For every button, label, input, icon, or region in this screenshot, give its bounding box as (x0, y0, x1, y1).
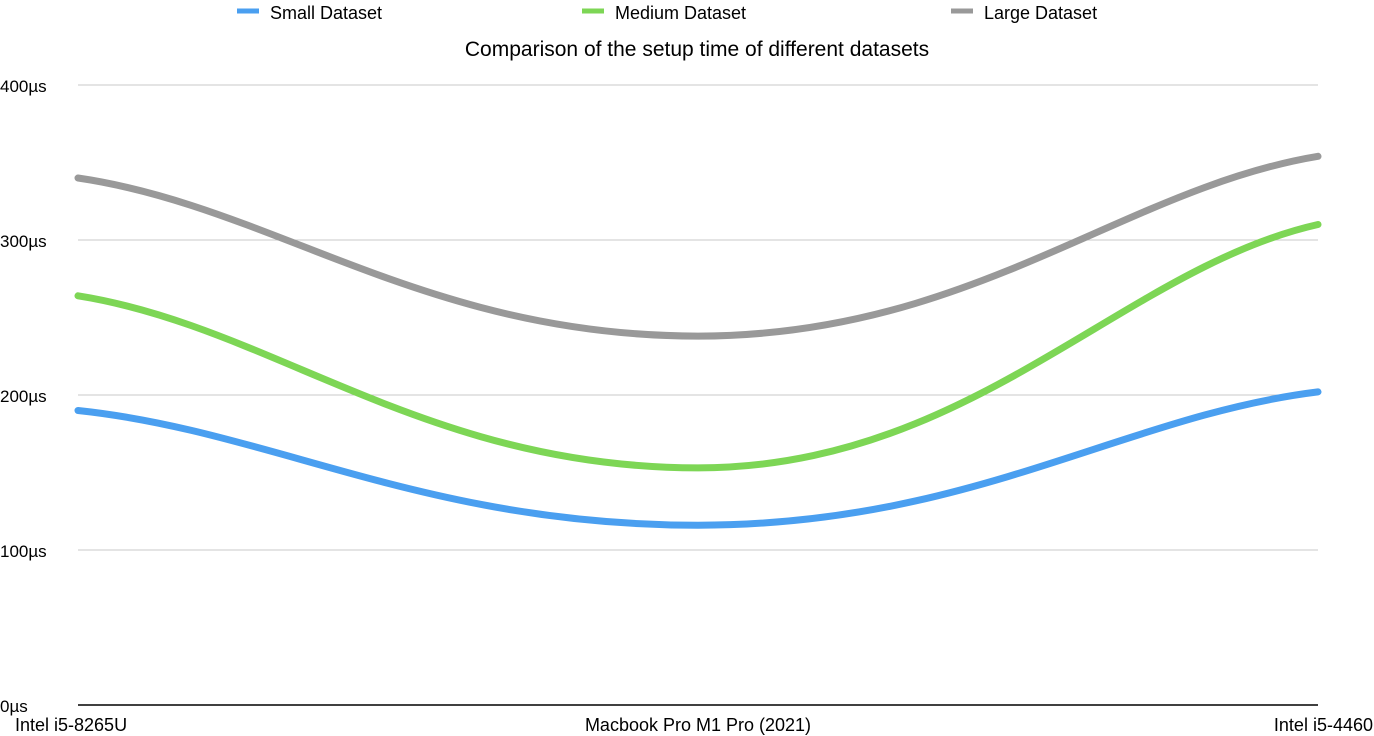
y-tick-label: 200µs (0, 387, 47, 406)
x-category-label: Intel i5-4460 (1274, 715, 1373, 735)
legend-label: Large Dataset (984, 3, 1097, 23)
series-lines (74, 152, 1322, 529)
x-category-label: Macbook Pro M1 Pro (2021) (585, 715, 811, 735)
legend-label: Medium Dataset (615, 3, 746, 23)
legend-label: Small Dataset (270, 3, 382, 23)
legend: Small Dataset Medium Dataset Large Dataset (237, 3, 1097, 23)
y-tick-label: 400µs (0, 77, 47, 96)
y-axis-tick-labels: 0µs 100µs 200µs 300µs 400µs (0, 77, 47, 716)
y-tick-label: 0µs (0, 697, 28, 716)
x-axis-category-labels: Intel i5-8265U Macbook Pro M1 Pro (2021) I… (15, 715, 1373, 735)
y-tick-label: 300µs (0, 232, 47, 251)
x-category-label: Intel i5-8265U (15, 715, 127, 735)
gridlines (78, 84, 1318, 706)
y-tick-label: 100µs (0, 542, 47, 561)
series-line (74, 221, 1322, 472)
series-line (74, 388, 1322, 529)
series-line (74, 152, 1322, 340)
chart-title: Comparison of the setup time of differen… (465, 38, 929, 61)
